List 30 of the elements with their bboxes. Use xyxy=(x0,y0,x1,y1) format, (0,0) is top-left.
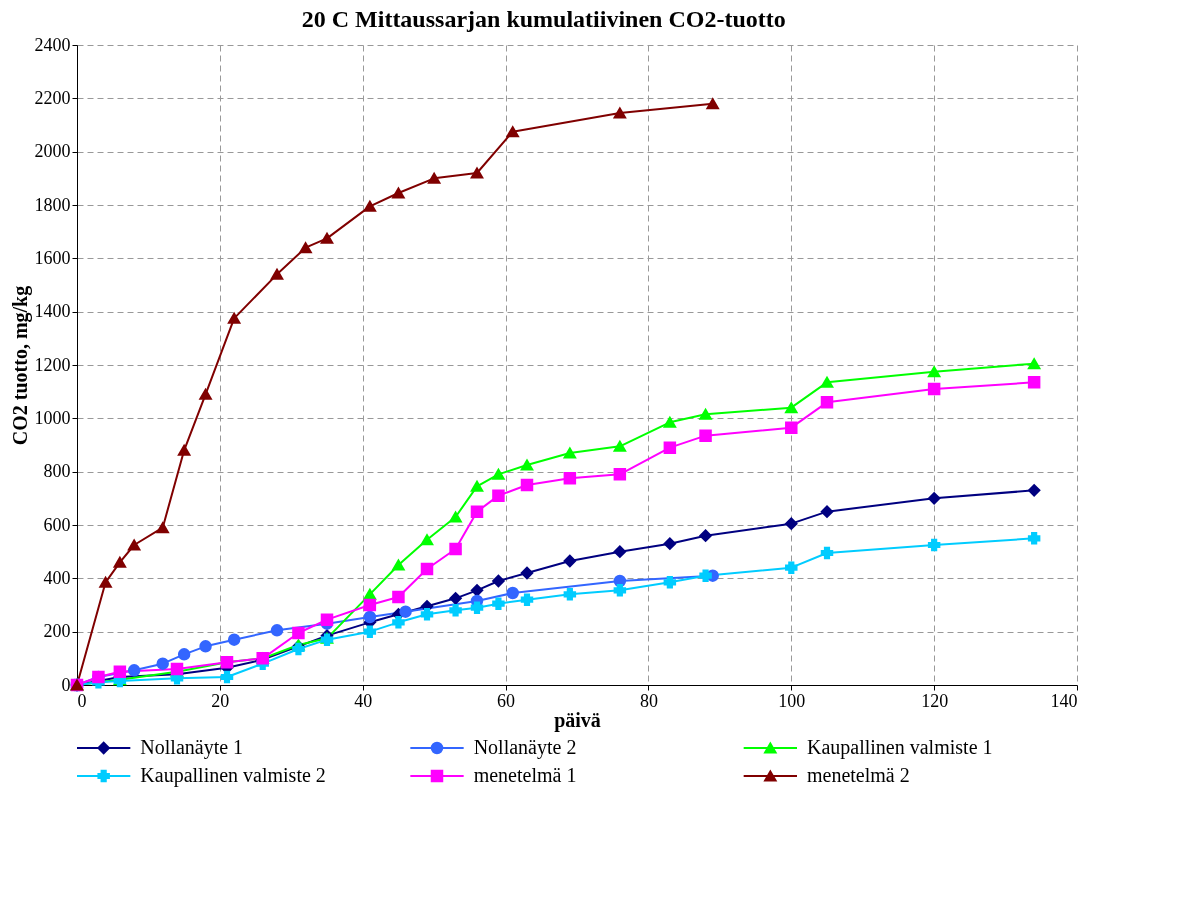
y-tick-label: 2200 xyxy=(34,87,71,108)
y-tick-label: 800 xyxy=(43,461,71,482)
y-tick-label: 600 xyxy=(43,514,71,535)
y-axis-title: CO2 tuotto, mg/kg xyxy=(8,285,32,446)
legend-label: Nollanäyte 2 xyxy=(473,736,577,759)
y-tick-label: 200 xyxy=(43,621,71,642)
y-tick-label: 2000 xyxy=(34,141,71,162)
x-tick-label: 140 xyxy=(1050,690,1078,711)
y-tick-label: 1200 xyxy=(34,354,71,375)
y-tick-label: 2400 xyxy=(34,34,71,55)
legend-label: Kaupallinen valmiste 1 xyxy=(807,736,993,759)
legend-label: menetelmä 2 xyxy=(807,764,910,786)
x-tick-label: 60 xyxy=(497,690,516,711)
legend-label: menetelmä 1 xyxy=(473,764,577,786)
y-tick-label: 1000 xyxy=(34,407,71,428)
x-axis-title: päivä xyxy=(554,708,601,732)
chart-title: 20 C Mittaussarjan kumulatiivinen CO2-tuotto xyxy=(301,6,786,32)
y-tick-label: 0 xyxy=(61,674,71,695)
x-tick-label: 80 xyxy=(639,690,658,711)
legend-label: Nollanäyte 1 xyxy=(140,736,244,759)
legend-label: Kaupallinen valmiste 2 xyxy=(140,764,326,787)
y-tick-label: 1800 xyxy=(34,194,71,215)
x-tick-label: 20 xyxy=(211,690,230,711)
x-tick-label: 100 xyxy=(778,690,806,711)
y-tick-label: 1600 xyxy=(34,247,71,268)
y-tick-label: 1400 xyxy=(34,301,71,322)
x-tick-label: 120 xyxy=(921,690,949,711)
x-tick-label: 40 xyxy=(354,690,373,711)
y-tick-label: 400 xyxy=(43,567,71,588)
x-tick-label: 0 xyxy=(77,690,87,711)
